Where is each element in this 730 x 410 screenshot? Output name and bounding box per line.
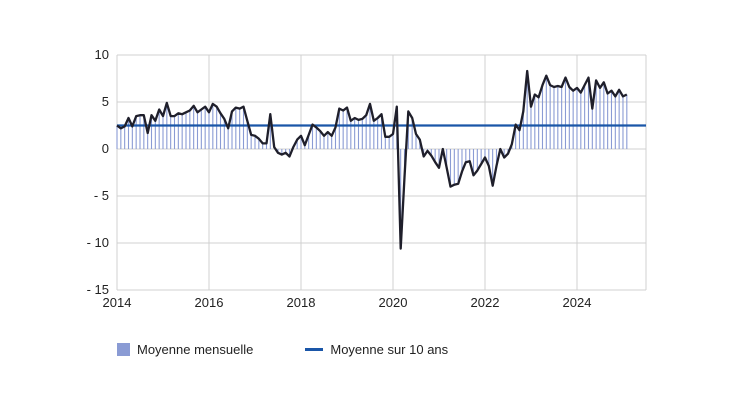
series-line-layer xyxy=(116,69,628,250)
legend-item-monthly: Moyenne mensuelle xyxy=(117,342,253,357)
legend-label-average: Moyenne sur 10 ans xyxy=(330,342,449,357)
bars xyxy=(116,70,628,249)
x-tick-label: 2020 xyxy=(379,295,408,310)
y-tick-label: - 15 xyxy=(87,282,109,297)
y-tick-label: 0 xyxy=(102,141,109,156)
legend-item-average: Moyenne sur 10 ans xyxy=(305,342,448,357)
x-tick-label: 2022 xyxy=(471,295,500,310)
legend-label-monthly: Moyenne mensuelle xyxy=(137,342,254,357)
grid xyxy=(116,54,647,291)
x-tick-label: 2016 xyxy=(195,295,224,310)
y-tick-label: - 10 xyxy=(87,235,109,250)
x-tick-label: 2024 xyxy=(563,295,592,310)
x-tick-label: 2018 xyxy=(287,295,316,310)
y-tick-label: - 5 xyxy=(94,188,109,203)
monthly-average-line xyxy=(116,69,628,250)
legend: Moyenne mensuelle Moyenne sur 10 ans xyxy=(117,342,500,357)
y-ticks: 10 5 0 - 5 - 10 - 15 xyxy=(87,47,109,297)
y-tick-label: 5 xyxy=(102,94,109,109)
legend-swatch-average xyxy=(305,348,324,351)
x-ticks: 2014 2016 2018 2020 2022 2024 xyxy=(103,295,592,310)
x-tick-label: 2014 xyxy=(103,295,132,310)
y-tick-label: 10 xyxy=(95,47,109,62)
legend-swatch-monthly xyxy=(117,343,130,356)
